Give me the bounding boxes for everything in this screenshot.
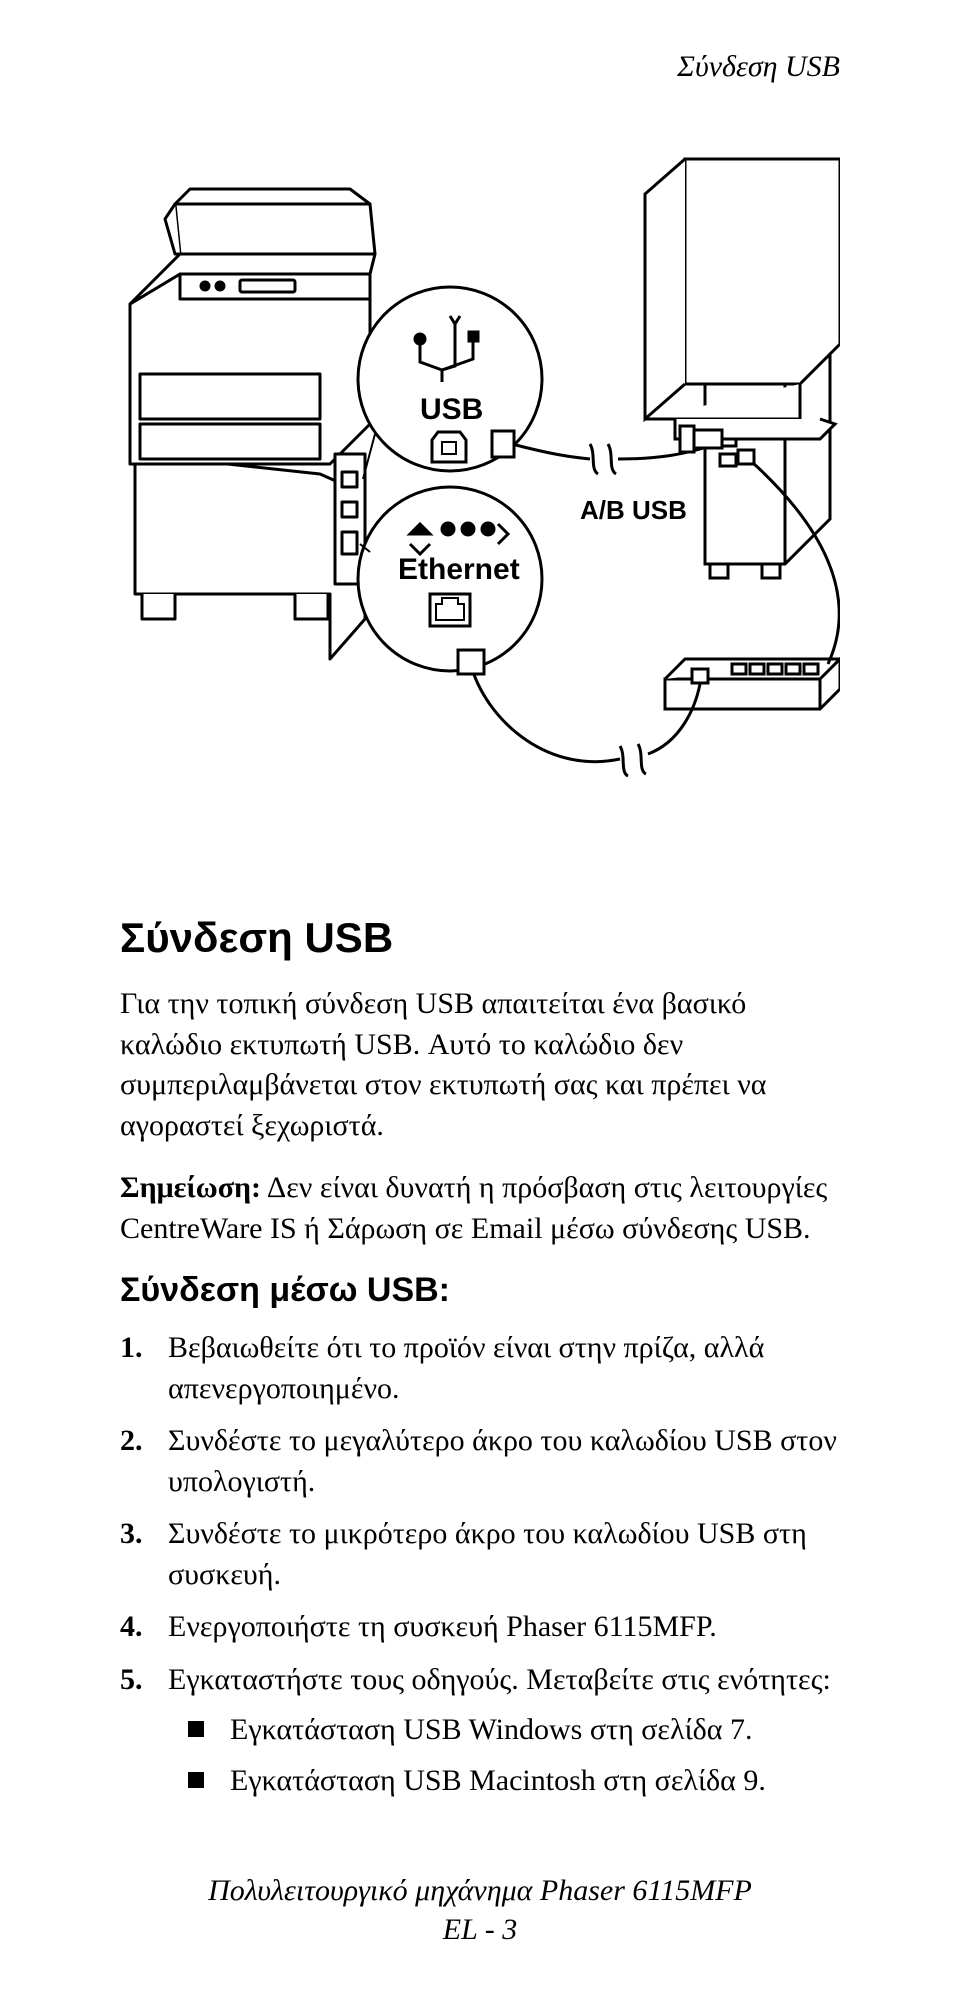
sublist-item: Εγκατάσταση USB Macintosh στη σελίδα 9. [188,1761,840,1802]
subheading: Σύνδεση μέσω USB: [120,1271,840,1310]
diagram-svg: USB Ethernet [120,124,840,884]
step-item: Εγκαταστήστε τους οδηγούς. Μεταβείτε στι… [168,1660,840,1802]
sublist: Εγκατάσταση USB Windows στη σελίδα 7. Εγ… [168,1710,840,1801]
printer-icon [130,189,375,659]
step-item: Συνδέστε το μεγαλύτερο άκρο του καλωδίου… [168,1421,840,1502]
sublist-item: Εγκατάσταση USB Windows στη σελίδα 7. [188,1710,840,1751]
step-item: Ενεργοποιήστε τη συσκευή Phaser 6115MFP. [168,1607,840,1648]
page-title: Σύνδεση USB [120,914,840,962]
ethernet-label: Ethernet [398,553,520,586]
step-item: Συνδέστε το μικρότερο άκρο του καλωδίου … [168,1514,840,1595]
connection-diagram: USB Ethernet [120,124,840,884]
intro-paragraph: Για την τοπική σύνδεση USB απαιτείται έν… [120,984,840,1146]
footer-line-1: Πολυλειτουργικό μηχάνημα Phaser 6115MFP [120,1871,840,1910]
step-text: Εγκαταστήστε τους οδηγούς. Μεταβείτε στι… [168,1663,831,1696]
step-item: Βεβαιωθείτε ότι το προϊόν είναι στην πρί… [168,1328,840,1409]
ethernet-cable-printer [458,650,708,776]
steps-list: Βεβαιωθείτε ότι το προϊόν είναι στην πρί… [120,1328,840,1801]
usb-cable [492,426,722,474]
running-header: Σύνδεση USB [120,50,840,84]
ab-usb-label: A/B USB [580,495,687,525]
note-label: Σημείωση: [120,1171,261,1204]
document-page: Σύνδεση USB [0,0,960,2009]
footer-line-2: EL - 3 [120,1910,840,1949]
note-paragraph: Σημείωση: Δεν είναι δυνατή η πρόσβαση στ… [120,1168,840,1249]
page-footer: Πολυλειτουργικό μηχάνημα Phaser 6115MFP … [120,1871,840,1949]
callout-ethernet: Ethernet [358,487,542,671]
usb-label: USB [420,393,483,426]
